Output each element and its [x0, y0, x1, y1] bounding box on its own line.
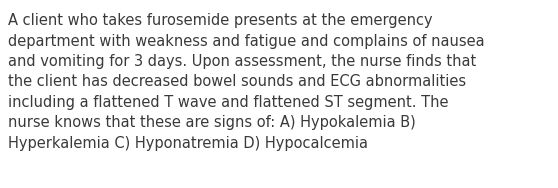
Text: A client who takes furosemide presents at the emergency
department with weakness: A client who takes furosemide presents a… — [8, 13, 485, 151]
